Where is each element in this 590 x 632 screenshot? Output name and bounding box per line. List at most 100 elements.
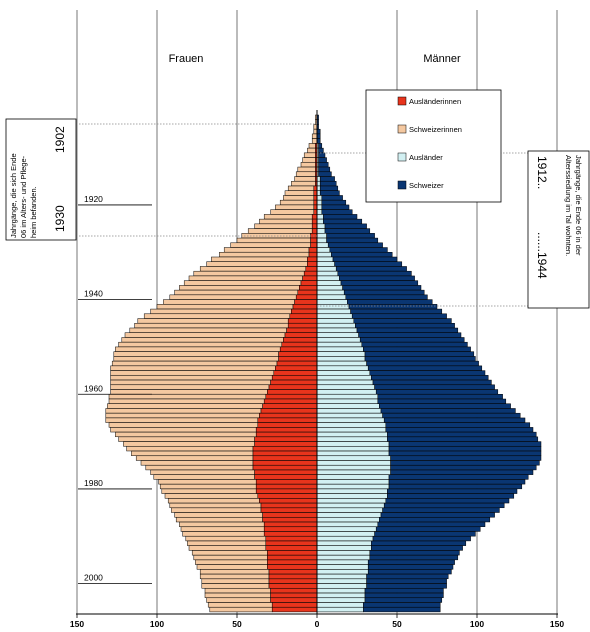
- bar-schweizerinnen: [275, 204, 315, 210]
- bar-schweizerinnen: [150, 469, 255, 475]
- bar-auslaenderinnen: [265, 545, 318, 551]
- bar-schweizerinnen: [134, 323, 289, 329]
- year-label: 1920: [84, 194, 103, 204]
- bar-schweizer: [358, 332, 462, 338]
- bar-schweizer: [390, 465, 537, 471]
- bar-schweizer: [383, 417, 526, 423]
- bar-auslaender: [316, 573, 367, 580]
- bar-auslaender: [316, 280, 342, 286]
- bar-auslaenderinnen: [311, 218, 318, 225]
- bar-auslaender: [316, 455, 391, 461]
- bar-schweizer: [375, 526, 481, 532]
- bar-auslaenderinnen: [255, 483, 318, 490]
- label-frauen: Frauen: [169, 53, 204, 65]
- bar-schweizer: [355, 323, 455, 329]
- bar-schweizer: [382, 507, 500, 513]
- bar-auslaender: [316, 545, 372, 551]
- bar-auslaenderinnen: [273, 370, 318, 376]
- bar-auslaender: [316, 488, 388, 494]
- bar-auslaender: [316, 242, 329, 248]
- bar-auslaenderinnen: [268, 573, 318, 580]
- bar-auslaenderinnen: [302, 275, 318, 281]
- left-annotation-box: Jahrgänge, die sich Ende 06 im Alters- u…: [5, 118, 317, 241]
- bar-auslaenderinnen: [310, 242, 318, 248]
- bar-schweizer: [387, 488, 518, 494]
- bar-auslaenderinnen: [270, 597, 318, 603]
- bar-schweizerinnen: [107, 403, 263, 409]
- bar-schweizerinnen: [179, 285, 300, 291]
- bar-schweizer: [379, 517, 491, 523]
- bar-schweizerinnen: [206, 261, 308, 267]
- bar-auslaenderinnen: [252, 450, 318, 456]
- bar-auslaender: [316, 483, 390, 490]
- bar-auslaender: [316, 569, 369, 575]
- bar-schweizerinnen: [236, 237, 311, 243]
- bar-auslaender: [316, 299, 348, 305]
- bar-schweizer: [350, 308, 443, 314]
- bar-auslaender: [316, 294, 347, 300]
- bar-schweizer: [353, 318, 452, 324]
- bar-auslaender: [316, 375, 372, 381]
- bar-schweizerinnen: [118, 436, 255, 442]
- bar-auslaenderinnen: [257, 417, 318, 423]
- bar-auslaender: [316, 517, 380, 523]
- bar-auslaender: [316, 318, 355, 324]
- bar-auslaenderinnen: [291, 308, 318, 314]
- bar-schweizerinnen: [156, 304, 294, 310]
- x-tick-label: 150: [550, 619, 564, 629]
- bar-auslaender: [316, 450, 390, 456]
- x-ticks: 150 100 50 0 50 100 150: [70, 614, 564, 629]
- bar-schweizer: [375, 389, 499, 395]
- bar-auslaenderinnen: [257, 422, 318, 428]
- bar-schweizer: [326, 237, 379, 243]
- bar-auslaenderinnen: [270, 592, 318, 598]
- bar-schweizerinnen: [167, 498, 260, 504]
- bar-auslaenderinnen: [292, 304, 318, 310]
- bar-auslaender: [316, 564, 369, 570]
- bar-schweizerinnen: [110, 384, 270, 390]
- bar-schweizerinnen: [159, 483, 257, 490]
- bar-auslaenderinnen: [307, 261, 318, 267]
- bar-schweizerinnen: [175, 517, 263, 523]
- bar-auslaenderinnen: [252, 465, 318, 471]
- bar-schweizer: [390, 469, 534, 475]
- bar-schweizer: [388, 474, 529, 480]
- bar-schweizerinnen: [174, 289, 299, 296]
- bar-auslaenderinnen: [289, 313, 318, 319]
- bar-schweizerinnen: [300, 162, 316, 168]
- bar-schweizerinnen: [110, 389, 268, 395]
- bar-schweizerinnen: [115, 431, 257, 438]
- bar-schweizer: [390, 460, 540, 466]
- bar-schweizer: [339, 275, 415, 281]
- bar-auslaenderinnen: [278, 356, 318, 362]
- bar-auslaenderinnen: [252, 460, 318, 466]
- bar-schweizer: [340, 280, 419, 286]
- bar-schweizer: [388, 479, 526, 485]
- bar-schweizerinnen: [195, 559, 268, 565]
- bar-schweizerinnen: [295, 171, 316, 177]
- bar-auslaender: [316, 403, 380, 409]
- bar-auslaenderinnen: [267, 389, 318, 395]
- bar-auslaenderinnen: [267, 559, 318, 565]
- bar-auslaenderinnen: [254, 441, 318, 447]
- bar-auslaenderinnen: [265, 536, 318, 542]
- legend: Ausländerinnen Schweizerinnen Ausländer Sch…: [365, 89, 502, 203]
- bar-schweizerinnen: [169, 502, 262, 509]
- bar-auslaenderinnen: [279, 346, 318, 352]
- left-box-year-b: 1930: [53, 205, 67, 232]
- bar-auslaenderinnen: [260, 502, 318, 509]
- year-label: 1980: [84, 478, 103, 488]
- bar-auslaender: [316, 199, 323, 206]
- bar-schweizer: [364, 356, 476, 362]
- right-box-year-a: 1912..: [535, 156, 549, 189]
- bar-auslaender: [316, 607, 364, 613]
- bar-schweizer: [364, 351, 475, 357]
- bars-layer: [105, 114, 542, 613]
- bar-schweizer: [382, 412, 521, 419]
- bar-auslaender: [316, 526, 377, 532]
- bar-schweizerinnen: [279, 199, 315, 206]
- bar-auslaender: [316, 531, 375, 537]
- bar-auslaender: [316, 417, 385, 423]
- bar-schweizer: [334, 261, 403, 267]
- bar-auslaenderinnen: [278, 351, 318, 357]
